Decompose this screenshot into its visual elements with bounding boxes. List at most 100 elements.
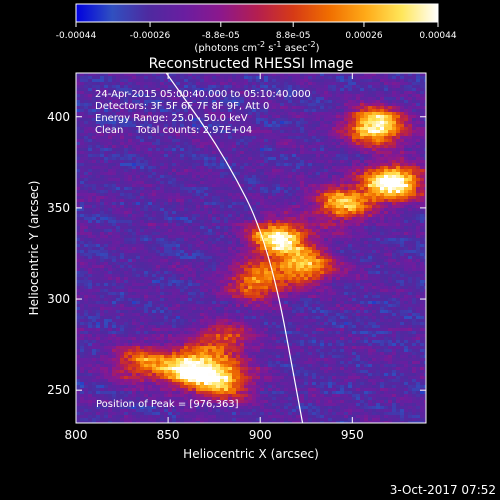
heatmap-cell (312, 214, 317, 218)
heatmap-cell (112, 127, 117, 131)
heatmap-cell (80, 88, 85, 92)
heatmap-cell (288, 106, 293, 110)
heatmap-cell (380, 157, 385, 161)
heatmap-cell (364, 157, 369, 161)
heatmap-cell (268, 103, 273, 107)
heatmap-cell (124, 214, 129, 218)
heatmap-cell (156, 142, 161, 146)
heatmap-cell (164, 214, 169, 218)
heatmap-cell (148, 211, 153, 215)
heatmap-cell (292, 148, 297, 152)
heatmap-cell (88, 178, 93, 182)
heatmap-cell (132, 220, 137, 224)
heatmap-cell (364, 103, 369, 107)
heatmap-cell (152, 148, 157, 152)
heatmap-cell (356, 94, 361, 98)
heatmap-cell (196, 85, 201, 89)
heatmap-cell (408, 178, 413, 182)
heatmap-cell (380, 175, 385, 179)
heatmap-cell (124, 184, 129, 188)
heatmap-cell (188, 205, 193, 209)
heatmap-cell (100, 184, 105, 188)
heatmap-cell (132, 205, 137, 209)
heatmap-cell (188, 208, 193, 212)
heatmap-cell (240, 238, 245, 242)
heatmap-cell (288, 226, 293, 230)
heatmap-cell (388, 220, 393, 224)
heatmap-cell (340, 91, 345, 95)
heatmap-cell (376, 88, 381, 92)
heatmap-cell (220, 136, 225, 140)
heatmap-cell (148, 157, 153, 161)
heatmap-cell (248, 220, 253, 224)
heatmap-cell (404, 124, 409, 128)
heatmap-cell (76, 193, 81, 197)
heatmap-cell (372, 91, 377, 95)
heatmap-cell (224, 199, 229, 203)
heatmap-cell (284, 175, 289, 179)
heatmap-cell (280, 238, 285, 242)
heatmap-cell (280, 121, 285, 125)
heatmap-cell (284, 151, 289, 155)
heatmap-cell (192, 181, 197, 185)
heatmap-cell (76, 112, 81, 116)
heatmap-cell (204, 199, 209, 203)
heatmap-cell (76, 148, 81, 152)
heatmap-cell (132, 130, 137, 134)
heatmap-cell (384, 139, 389, 143)
heatmap-cell (256, 181, 261, 185)
heatmap-cell (80, 172, 85, 176)
heatmap-cell (312, 136, 317, 140)
heatmap-cell (272, 229, 277, 233)
heatmap-cell (396, 220, 401, 224)
heatmap-cell (352, 139, 357, 143)
heatmap-cell (164, 103, 169, 107)
heatmap-cell (136, 109, 141, 113)
heatmap-cell (416, 133, 421, 137)
heatmap-cell (196, 199, 201, 203)
heatmap-cell (380, 226, 385, 230)
heatmap-cell (256, 241, 261, 245)
heatmap-cell (108, 157, 113, 161)
heatmap-cell (124, 205, 129, 209)
heatmap-cell (264, 157, 269, 161)
heatmap-cell (180, 202, 185, 206)
heatmap-cell (160, 115, 165, 119)
heatmap-cell (256, 199, 261, 203)
heatmap-cell (292, 238, 297, 242)
heatmap-cell (312, 124, 317, 128)
heatmap-cell (80, 163, 85, 167)
heatmap-cell (288, 199, 293, 203)
heatmap-cell (176, 142, 181, 146)
heatmap-cell (284, 124, 289, 128)
heatmap-cell (380, 211, 385, 215)
heatmap-cell (320, 193, 325, 197)
heatmap-cell (92, 205, 97, 209)
heatmap-cell (272, 130, 277, 134)
heatmap-cell (144, 172, 149, 176)
heatmap-cell (296, 124, 301, 128)
heatmap-cell (240, 130, 245, 134)
heatmap-cell (264, 136, 269, 140)
heatmap-cell (168, 238, 173, 242)
heatmap-cell (276, 91, 281, 95)
heatmap-cell (80, 211, 85, 215)
heatmap-cell (88, 232, 93, 236)
heatmap-cell (96, 136, 101, 140)
heatmap-cell (180, 214, 185, 218)
heatmap-cell (292, 139, 297, 143)
heatmap-cell (144, 217, 149, 221)
heatmap-cell (292, 235, 297, 239)
heatmap-cell (332, 211, 337, 215)
heatmap-cell (424, 226, 426, 230)
heatmap-cell (372, 238, 377, 242)
heatmap-cell (360, 76, 365, 80)
heatmap-cell (412, 160, 417, 164)
heatmap-cell (340, 181, 345, 185)
heatmap-cell (340, 232, 345, 236)
heatmap-cell (236, 85, 241, 89)
heatmap-cell (388, 109, 393, 113)
heatmap-cell (396, 223, 401, 227)
heatmap-cell (340, 82, 345, 86)
heatmap-cell (276, 103, 281, 107)
